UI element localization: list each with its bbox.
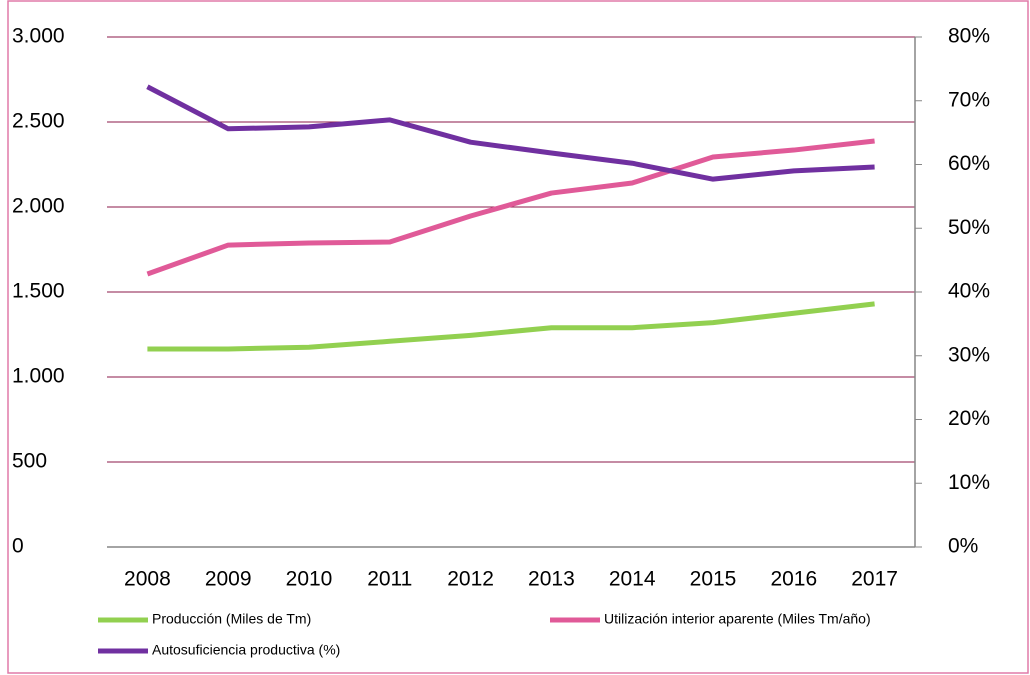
x-tick-label: 2013 bbox=[528, 568, 575, 591]
y2-tick-label: 0% bbox=[948, 535, 978, 558]
y2-tick-label: 10% bbox=[948, 471, 990, 494]
legend-label: Producción (Miles de Tm) bbox=[152, 611, 311, 627]
y-tick-label: 500 bbox=[12, 450, 47, 473]
x-tick-label: 2016 bbox=[770, 568, 817, 591]
y2-tick-label: 70% bbox=[948, 88, 990, 111]
legend-label: Utilización interior aparente (Miles Tm/… bbox=[604, 611, 871, 627]
x-tick-label: 2015 bbox=[690, 568, 737, 591]
series-line bbox=[147, 301, 875, 352]
y2-tick-label: 60% bbox=[948, 152, 990, 175]
y-tick-label: 0 bbox=[12, 535, 24, 558]
x-tick-label: 2017 bbox=[851, 568, 898, 591]
y2-tick-label: 80% bbox=[948, 25, 990, 48]
x-tick-label: 2008 bbox=[124, 568, 171, 591]
y2-tick-label: 20% bbox=[948, 407, 990, 430]
y-tick-label: 3.000 bbox=[12, 25, 65, 48]
x-tick-label: 2012 bbox=[447, 568, 494, 591]
x-tick-label: 2014 bbox=[609, 568, 656, 591]
x-tick-label: 2011 bbox=[367, 568, 412, 591]
series-line bbox=[146, 84, 875, 182]
legend-label: Autosuficiencia productiva (%) bbox=[152, 642, 340, 658]
y-tick-label: 2.000 bbox=[12, 195, 65, 218]
y2-tick-label: 40% bbox=[948, 280, 990, 303]
y-tick-label: 2.500 bbox=[12, 110, 65, 133]
chart-border bbox=[7, 0, 1029, 674]
y-tick-label: 1.500 bbox=[12, 280, 65, 303]
x-tick-label: 2010 bbox=[286, 568, 333, 591]
x-tick-label: 2009 bbox=[205, 568, 252, 591]
y2-tick-label: 50% bbox=[948, 216, 990, 239]
series-line bbox=[146, 138, 875, 277]
y-tick-label: 1.000 bbox=[12, 365, 65, 388]
y2-tick-label: 30% bbox=[948, 343, 990, 366]
